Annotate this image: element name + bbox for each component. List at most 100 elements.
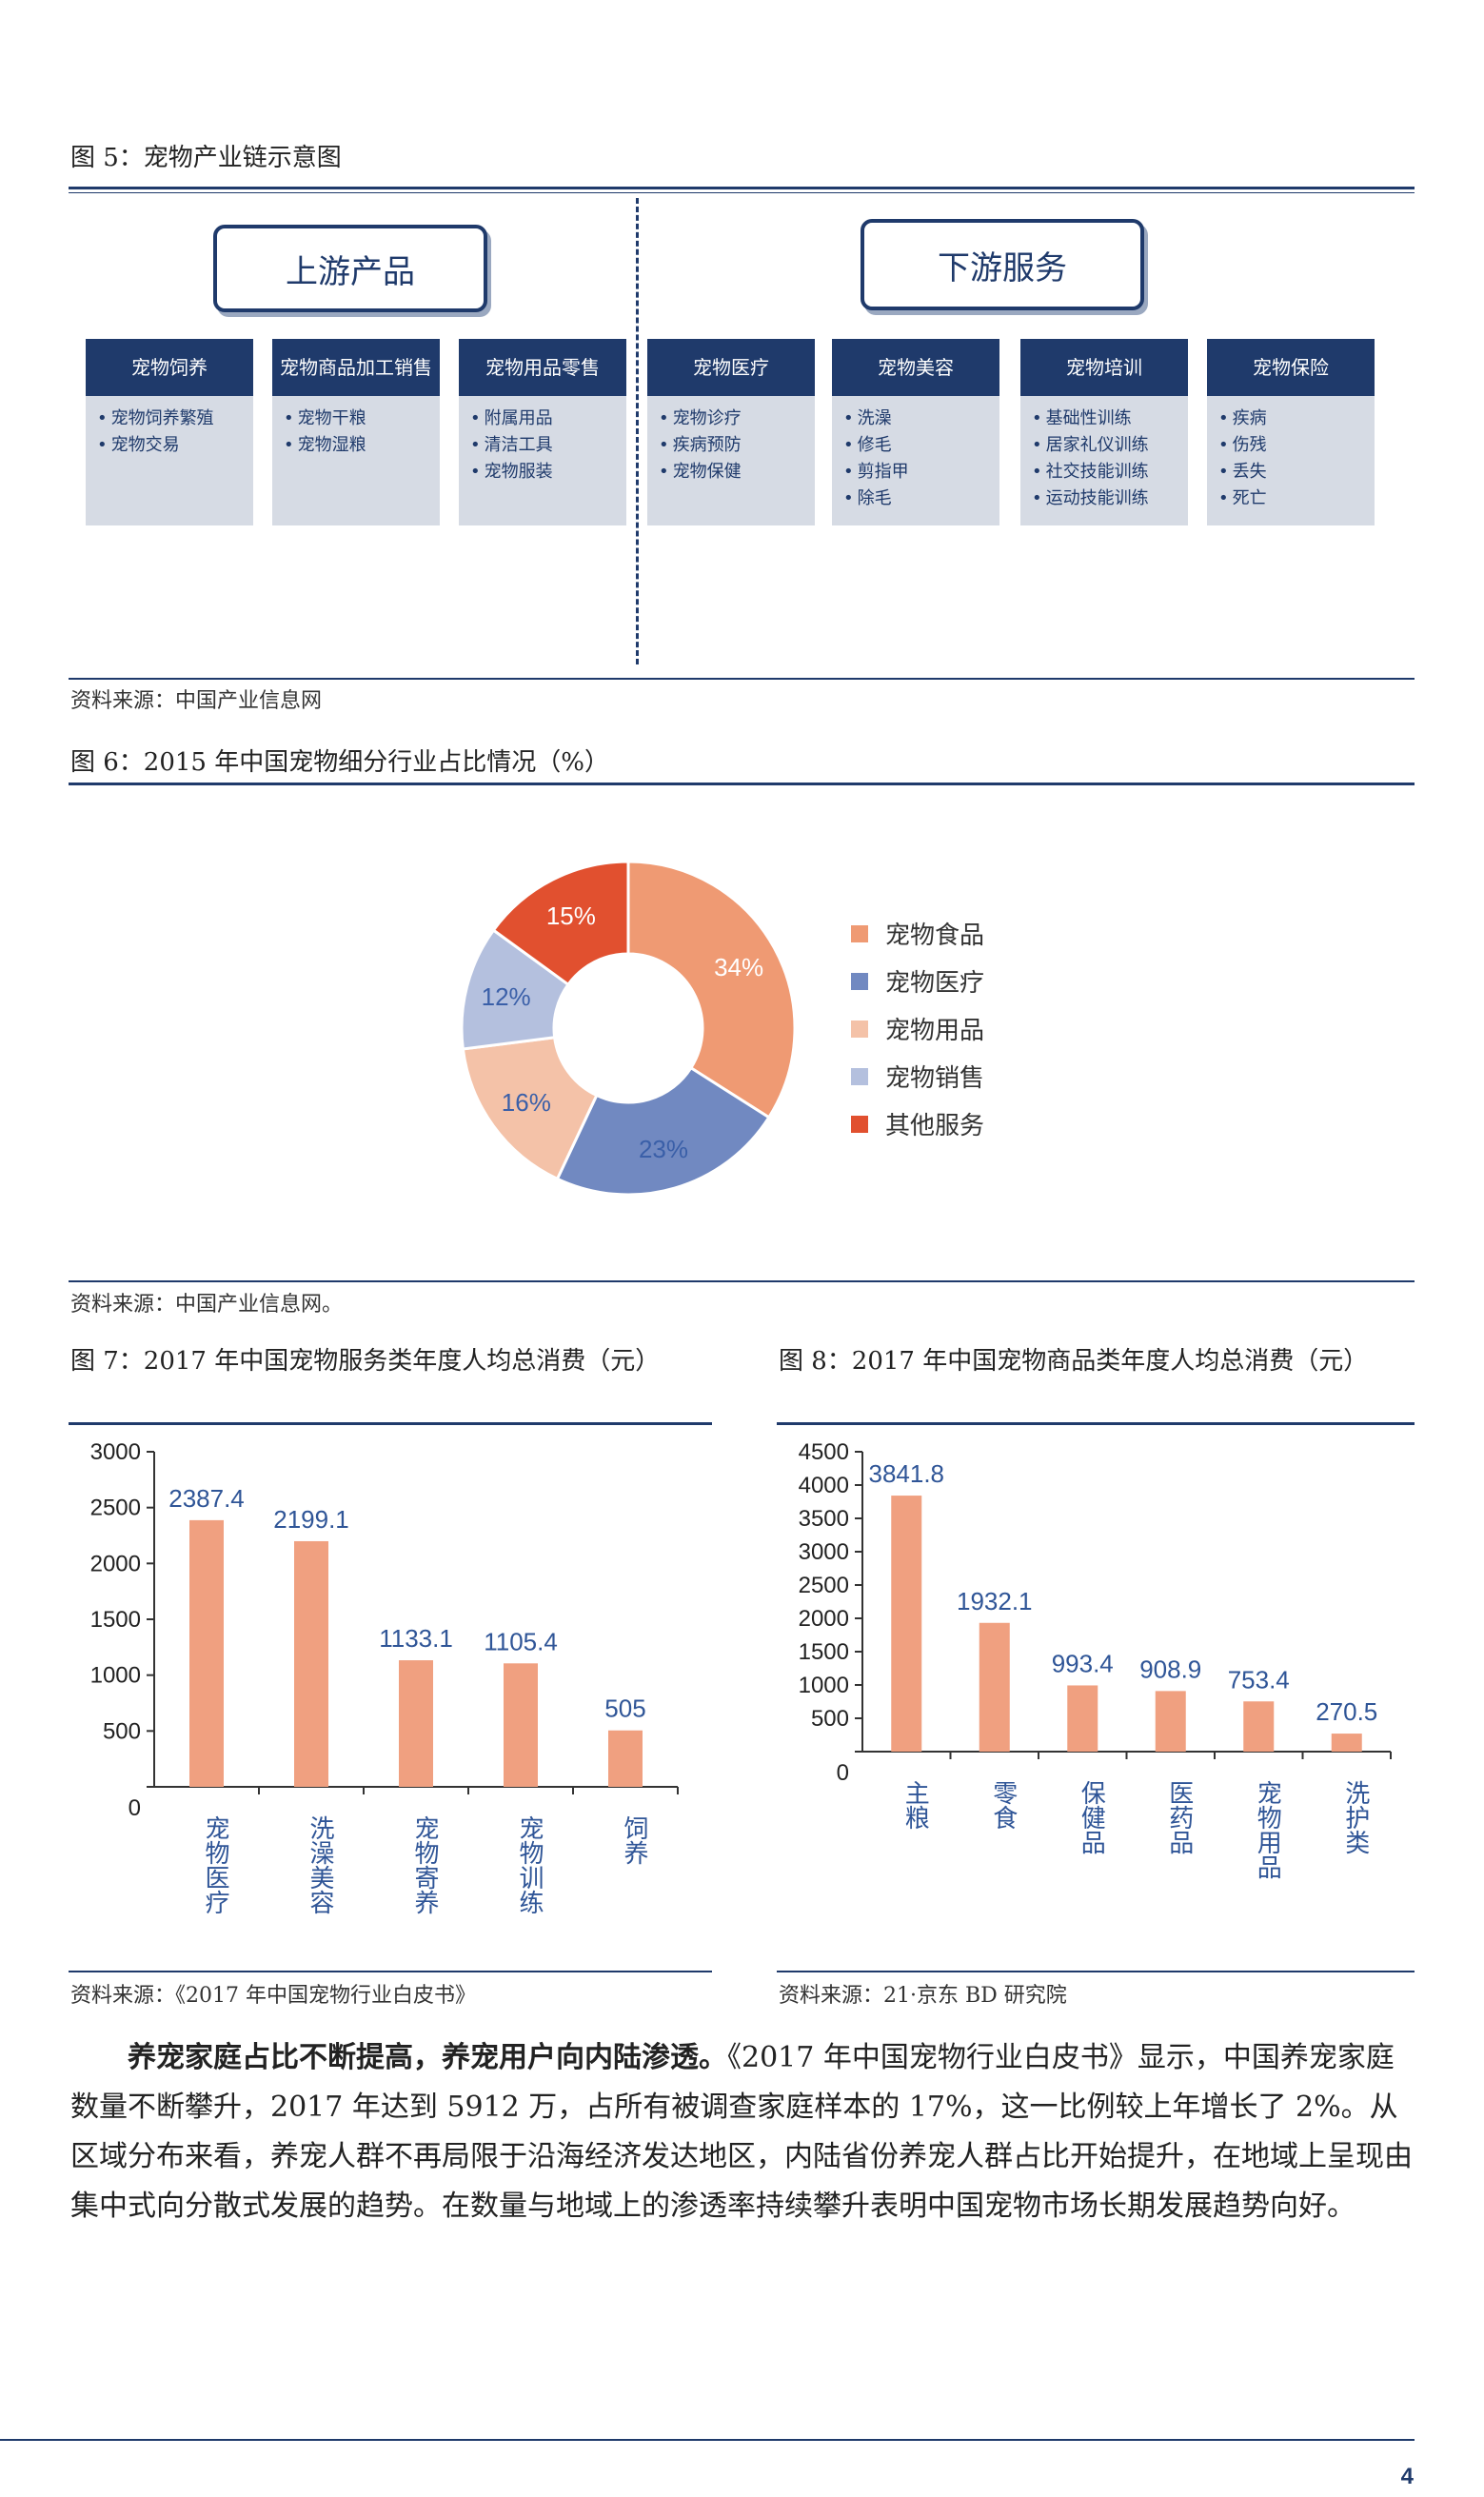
body-paragraph: 养宠家庭占比不断提高，养宠用户向内陆渗透。《2017 年中国宠物行业白皮书》显示… (70, 2033, 1415, 2231)
chain-card-item: 宠物诊疗 (659, 406, 815, 432)
chain-card: 宠物用品零售 附属用品 清洁工具 宠物服装 (459, 339, 626, 525)
fig5-top-rule (69, 187, 1415, 189)
y-tick-label: 3000 (90, 1439, 141, 1465)
y-tick-label: 2000 (799, 1606, 849, 1632)
fig8-bottom-rule (777, 1971, 1415, 1972)
bar (1331, 1734, 1362, 1752)
chain-card-item: 居家礼仪训练 (1032, 432, 1188, 459)
paragraph-body: 《2017 年中国宠物行业白皮书》显示，中国养宠家庭数量不断攀升，2017 年达… (70, 2041, 1413, 2223)
chain-card-item: 疾病 (1218, 406, 1375, 432)
y-tick-label: 2500 (799, 1573, 849, 1598)
fig7-source: 资料来源：《2017 年中国宠物行业白皮书》 (70, 1984, 476, 2008)
upstream-downstream-divider (636, 198, 639, 664)
chain-card-head: 宠物用品零售 (459, 339, 626, 396)
bar (1243, 1701, 1275, 1752)
y-tick-label: 1000 (90, 1663, 141, 1689)
fig8-source: 资料来源：21·京东 BD 研究院 (779, 1984, 1067, 2008)
donut-slice (626, 860, 797, 1120)
x-category-label: 洗澡美容 (307, 1815, 335, 1914)
x-category-label: 医药品 (1166, 1780, 1195, 1854)
y-tick-label: 2500 (90, 1496, 141, 1521)
fig5-top-rule-thin (69, 192, 1415, 193)
x-category-label: 宠物寄养 (411, 1815, 440, 1914)
chain-card-item: 宠物交易 (97, 432, 253, 459)
bar (399, 1660, 433, 1787)
bar (1155, 1691, 1186, 1752)
chain-card-item: 疾病预防 (659, 432, 815, 459)
donut-slice (555, 1065, 771, 1197)
legend-label: 宠物医疗 (885, 969, 985, 998)
chain-card-item: 丢失 (1218, 459, 1375, 486)
legend-item: 宠物销售 (851, 1059, 984, 1094)
chain-card-item: 清洁工具 (470, 432, 626, 459)
bar (608, 1730, 643, 1787)
chain-card-item: 剪指甲 (843, 459, 999, 486)
chain-card-item: 死亡 (1218, 486, 1375, 512)
legend-label: 宠物用品 (885, 1017, 985, 1045)
chain-card-head: 宠物美容 (832, 339, 999, 396)
y-tick-label: 500 (103, 1718, 141, 1744)
x-category-label: 保健品 (1078, 1780, 1106, 1854)
fig7-top-rule (69, 1422, 712, 1425)
x-category-label: 主粮 (901, 1780, 930, 1830)
y-tick-label: 4500 (799, 1439, 849, 1465)
upstream-label: 上游产品 (286, 252, 415, 291)
y-tick-label: 3000 (799, 1539, 849, 1565)
chain-card-item: 运动技能训练 (1032, 486, 1188, 512)
y-tick-label: 4000 (799, 1473, 849, 1498)
chain-card: 宠物美容 洗澡 修毛 剪指甲 除毛 (832, 339, 999, 525)
y-tick-label: 1500 (90, 1607, 141, 1633)
x-category-label: 宠物用品 (1254, 1780, 1282, 1879)
y-tick-label: 3500 (799, 1506, 849, 1532)
bar-value-label: 753.4 (1228, 1665, 1290, 1694)
legend-item: 宠物用品 (851, 1011, 984, 1046)
x-category-label: 饲养 (621, 1815, 649, 1865)
goods-spend-bar-chart: 0 500 1000 1500 2000 2500 3000 3500 4000 4500 3841… (799, 1439, 1392, 1879)
y-tick-label: 0 (837, 1760, 849, 1786)
chain-card-item: 社交技能训练 (1032, 459, 1188, 486)
bar (189, 1519, 224, 1787)
chain-card-head: 宠物饲养 (86, 339, 253, 396)
pet-segment-donut-chart: 34% 23% 16% 12% 15% (460, 860, 797, 1197)
legend-swatch (851, 924, 868, 942)
chain-card-item: 宠物保健 (659, 459, 815, 486)
footer-rule (0, 2439, 1415, 2441)
chain-card-item: 基础性训练 (1032, 406, 1188, 432)
bar (504, 1663, 538, 1787)
chain-card-head: 宠物医疗 (647, 339, 815, 396)
fig8-top-rule (777, 1422, 1415, 1425)
chain-card-head: 宠物保险 (1207, 339, 1375, 396)
page-number: 4 (1400, 2464, 1414, 2489)
fig5-title: 图 5：宠物产业链示意图 (70, 144, 342, 172)
y-tick-label: 2000 (90, 1551, 141, 1576)
bar-value-label: 993.4 (1052, 1649, 1114, 1677)
bar (294, 1540, 328, 1787)
chain-card-item: 伤残 (1218, 432, 1375, 459)
chain-card-item: 除毛 (843, 486, 999, 512)
bar-value-label: 3841.8 (868, 1459, 944, 1488)
chain-card-head: 宠物商品加工销售 (272, 339, 440, 396)
bar (1067, 1685, 1098, 1752)
donut-slice-label: 34% (714, 953, 763, 981)
bar-value-label: 1932.1 (957, 1587, 1033, 1615)
donut-slice (461, 1036, 599, 1181)
chain-card-item: 宠物饲养繁殖 (97, 406, 253, 432)
fig6-title: 图 6：2015 年中国宠物细分行业占比情况（%） (70, 748, 609, 777)
donut-slice-label: 16% (502, 1088, 551, 1117)
bar-value-label: 270.5 (1316, 1697, 1377, 1726)
donut-slice-label: 12% (482, 982, 531, 1011)
y-tick-label: 1000 (799, 1673, 849, 1698)
fig6-bottom-rule (69, 1280, 1415, 1282)
bar-value-label: 2387.4 (168, 1484, 245, 1513)
chain-card: 宠物饲养 宠物饲养繁殖 宠物交易 (86, 339, 253, 525)
bar-value-label: 908.9 (1139, 1655, 1201, 1683)
donut-slice (491, 860, 630, 987)
bar-value-label: 2199.1 (273, 1505, 349, 1534)
legend-swatch (851, 1067, 868, 1085)
legend-label: 宠物销售 (885, 1064, 985, 1093)
y-tick-label: 500 (811, 1706, 849, 1732)
chain-card-head: 宠物培训 (1020, 339, 1188, 396)
fig7-title: 图 7：2017 年中国宠物服务类年度人均总消费（元） (70, 1347, 661, 1376)
bar-value-label: 1105.4 (484, 1627, 558, 1655)
chain-card-item: 宠物湿粮 (284, 432, 440, 459)
